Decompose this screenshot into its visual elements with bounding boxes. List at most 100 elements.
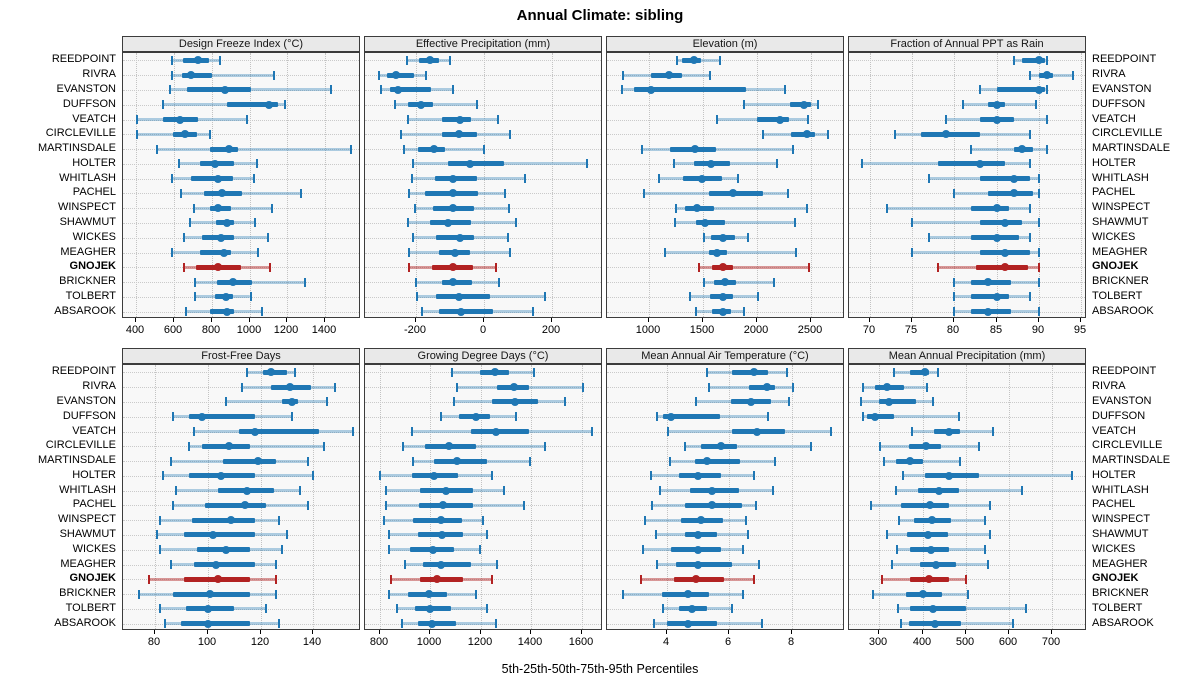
whisker-cap-low	[164, 619, 167, 629]
median-dot	[1043, 71, 1052, 80]
station-label-right: GNOJEK	[1092, 572, 1139, 585]
iqr-bar	[223, 458, 277, 464]
whisker-cap-low	[978, 85, 981, 95]
median-dot	[466, 159, 475, 168]
whisker-cap-low	[953, 307, 956, 317]
median-dot	[1009, 189, 1018, 198]
median-dot	[929, 604, 938, 613]
whisker-band	[698, 265, 809, 269]
whisker-cap-low	[387, 589, 390, 599]
median-dot	[717, 442, 726, 451]
median-dot	[198, 412, 207, 421]
axis-tick	[728, 630, 729, 634]
median-dot	[718, 233, 727, 242]
median-dot	[687, 604, 696, 613]
median-dot	[288, 397, 297, 406]
whisker-cap-low	[411, 233, 414, 243]
whisker-cap-low	[879, 441, 882, 451]
grid-h-line	[365, 90, 601, 91]
grid-h-line	[365, 550, 601, 551]
whisker-cap-low	[169, 85, 172, 95]
whisker-cap-high	[745, 515, 748, 525]
median-dot	[693, 471, 702, 480]
whisker-cap-high	[984, 515, 987, 525]
whisker-cap-low	[697, 262, 700, 272]
median-dot	[206, 590, 215, 599]
station-label-left: MARTINSDALE	[37, 454, 116, 467]
whisker-cap-high	[515, 412, 518, 422]
median-dot	[393, 85, 402, 94]
whisker-band	[157, 147, 351, 151]
whisker-band	[903, 474, 1072, 478]
median-dot	[220, 248, 229, 257]
axis-tick-label: 1600	[568, 636, 594, 648]
median-dot	[214, 575, 223, 584]
grid-h-line	[607, 387, 843, 388]
grid-h-line	[849, 193, 1085, 194]
station-label-right: WINSPECT	[1092, 201, 1151, 214]
grid-h-line	[607, 579, 843, 580]
station-label-left: WINSPECT	[57, 201, 116, 214]
whisker-cap-high	[264, 604, 267, 614]
median-dot	[455, 233, 464, 242]
station-label-left: REEDPOINT	[51, 365, 116, 378]
median-dot	[667, 412, 676, 421]
grid-h-line	[123, 312, 359, 313]
whisker-cap-high	[806, 203, 809, 213]
whisker-cap-high	[1037, 174, 1040, 184]
grid-h-line	[365, 594, 601, 595]
median-dot	[696, 516, 705, 525]
median-dot	[429, 545, 437, 554]
whisker-cap-low	[707, 382, 710, 392]
whisker-cap-low	[894, 129, 897, 139]
axis-tick	[1080, 318, 1081, 322]
axis-tick	[429, 630, 430, 634]
whisker-cap-high	[253, 174, 256, 184]
whisker-cap-high	[988, 530, 991, 540]
whisker-cap-low	[193, 292, 196, 302]
median-dot	[175, 115, 184, 124]
whisker-cap-high	[293, 367, 296, 377]
whisker-cap-high	[753, 471, 756, 481]
grid-h-line	[849, 624, 1085, 625]
whisker-cap-high	[491, 471, 494, 481]
grid-h-line	[607, 134, 843, 135]
grid-h-line	[849, 417, 1085, 418]
whisker-cap-high	[967, 589, 969, 599]
median-dot	[719, 292, 728, 301]
whisker-cap-low	[183, 262, 186, 272]
grid-h-line	[365, 267, 601, 268]
panel-header-design-freeze-index-c: Design Freeze Index (°C)	[122, 36, 360, 52]
whisker-cap-low	[174, 486, 177, 496]
grid-v-line	[287, 53, 288, 317]
axis-tick-label: 1400	[311, 324, 337, 336]
whisker-cap-high	[756, 292, 759, 302]
whisker-cap-low	[928, 233, 931, 243]
median-dot	[693, 560, 702, 569]
median-dot	[285, 383, 294, 392]
whisker-cap-high	[523, 174, 526, 184]
grid-h-line	[849, 267, 1085, 268]
grid-h-line	[365, 60, 601, 61]
axis-tick	[953, 318, 954, 322]
whisker-cap-low	[695, 397, 698, 407]
median-dot	[491, 427, 500, 436]
whisker-cap-high	[219, 55, 222, 65]
axis-tick-label: 80	[147, 636, 161, 648]
grid-h-line	[849, 60, 1085, 61]
median-dot	[449, 204, 458, 213]
station-label-left: DUFFSON	[62, 409, 116, 422]
grid-h-line	[849, 253, 1085, 254]
median-dot	[870, 412, 879, 421]
whisker-cap-low	[658, 174, 661, 184]
panel-growing-degree-days-c	[364, 364, 602, 630]
station-label-right: REEDPOINT	[1092, 365, 1157, 378]
whisker-cap-high	[742, 307, 745, 317]
grid-h-line	[365, 505, 601, 506]
whisker-cap-low	[411, 456, 414, 466]
whisker-cap-low	[421, 307, 424, 317]
grid-h-line	[123, 179, 359, 180]
median-dot	[426, 604, 435, 613]
axis-tick	[1038, 318, 1039, 322]
whisker-cap-low	[716, 115, 719, 124]
